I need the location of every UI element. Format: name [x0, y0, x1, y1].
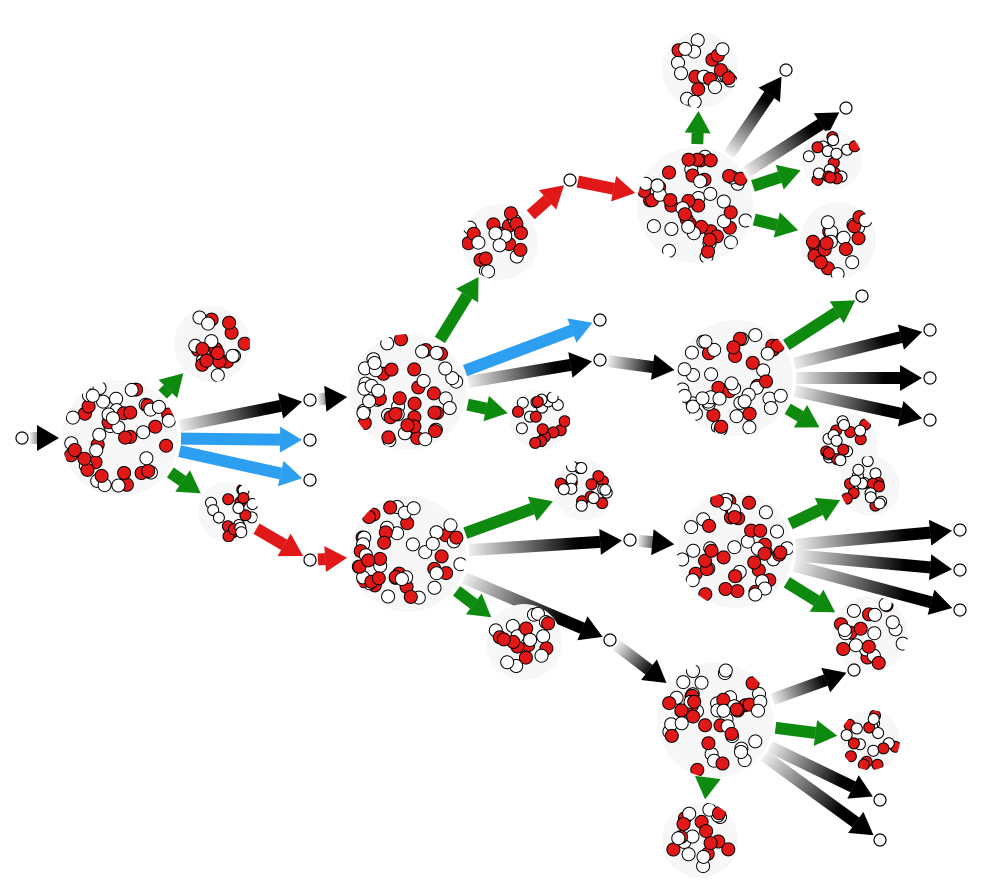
arrow — [637, 529, 674, 555]
nucleus — [676, 320, 793, 436]
nucleus — [856, 290, 868, 302]
nucleus — [462, 204, 538, 280]
arrow — [179, 393, 303, 432]
arrow — [318, 546, 347, 572]
nucleus — [874, 834, 886, 846]
arrow — [527, 185, 564, 219]
arrow — [607, 354, 674, 380]
nucleus — [198, 482, 258, 542]
nucleus — [350, 496, 467, 612]
arrow — [770, 668, 846, 705]
arrow — [435, 277, 479, 343]
arrow — [30, 425, 59, 451]
arrow — [795, 520, 952, 551]
nucleus — [800, 202, 876, 281]
arrow — [167, 468, 201, 494]
nucleus — [624, 534, 636, 546]
arrow — [577, 176, 636, 202]
nucleus — [848, 664, 860, 676]
arrow — [158, 373, 183, 398]
nucleus — [594, 354, 606, 366]
arrow — [784, 577, 836, 612]
nucleus — [304, 474, 316, 486]
nucleus — [350, 333, 466, 450]
arrow — [178, 445, 302, 486]
nucleus — [840, 102, 852, 114]
fission-chain-diagram — [0, 0, 1000, 890]
nucleus — [564, 174, 576, 186]
arrow — [783, 300, 855, 350]
nucleus — [657, 662, 773, 778]
nucleus — [174, 306, 251, 382]
nucleus — [16, 432, 28, 444]
nucleus — [924, 414, 936, 426]
nucleus — [62, 380, 178, 496]
arrow — [466, 396, 507, 421]
nucleus — [604, 634, 616, 646]
arrow — [695, 776, 721, 799]
nucleus — [662, 32, 738, 108]
arrow — [685, 111, 711, 144]
nucleus — [874, 794, 886, 806]
nucleus — [924, 324, 936, 336]
nucleus — [676, 492, 794, 608]
arrow — [253, 523, 303, 556]
nucleus — [840, 456, 900, 516]
nucleus — [637, 147, 753, 263]
arrow — [317, 386, 347, 412]
nucleus — [486, 604, 562, 680]
nucleus — [840, 710, 901, 770]
arrow — [796, 365, 922, 391]
arrow — [463, 497, 553, 539]
arrow — [788, 498, 841, 529]
arrow — [613, 640, 667, 683]
nucleus — [304, 434, 316, 446]
nucleus — [304, 554, 316, 566]
nucleus — [662, 802, 738, 878]
nucleus — [594, 314, 606, 326]
nucleus — [304, 394, 316, 406]
nucleus — [780, 64, 792, 76]
arrow — [753, 212, 798, 237]
nucleus — [832, 596, 909, 672]
nucleus — [554, 460, 614, 520]
nucleus — [954, 604, 966, 616]
arrow — [785, 404, 820, 428]
arrow — [775, 720, 838, 746]
nucleus — [954, 524, 966, 536]
arrow — [469, 529, 623, 556]
nucleus — [510, 390, 570, 450]
nucleus — [924, 372, 936, 384]
arrow — [181, 427, 302, 453]
nucleus — [954, 564, 966, 576]
nucleus — [802, 130, 862, 190]
